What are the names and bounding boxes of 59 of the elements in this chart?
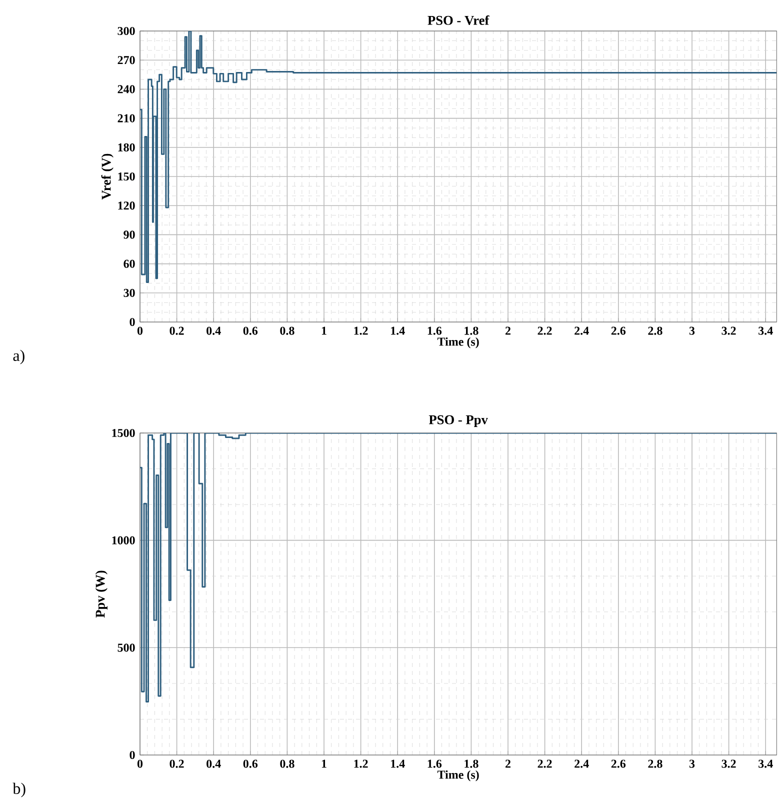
x-tick-label: 2.8 [648,760,662,768]
x-tick-label: 3.4 [758,760,773,768]
x-tick-label: 2.4 [574,760,589,768]
x-tick-label: 2.6 [611,326,626,335]
y-tick-label: 240 [118,85,135,94]
x-tick-label: 0 [137,326,143,335]
x-tick-label: 1.6 [428,326,442,335]
y-tick-label: 180 [118,143,135,152]
x-tick-label: 1 [322,760,326,768]
y-tick-label: 1000 [112,536,135,544]
x-tick-label: 1.6 [428,760,442,768]
x-tick-label: 0.6 [243,760,258,768]
x-tick-label: 3 [689,760,695,768]
chart-title: PSO - Vref [428,15,490,25]
y-tick-label: 0 [130,318,135,326]
x-tick-label: 0.2 [170,326,184,335]
x-tick-label: 3.4 [758,326,773,335]
x-tick-label: 1.8 [464,760,478,768]
x-tick-label: 1.8 [464,326,478,335]
x-tick-label: 0.8 [280,326,294,335]
chart-title: PSO - Ppv [428,415,488,427]
y-tick-label: 270 [118,56,135,64]
x-tick-label: 3.2 [722,760,736,768]
x-tick-label: 1 [322,326,326,335]
x-tick-label: 1.4 [391,326,405,335]
y-tick-label: 500 [118,644,135,652]
text: b) [12,782,26,798]
x-tick-label: 0.6 [243,326,258,335]
x-tick-label: 0 [137,760,143,768]
x-tick-label: 1.2 [354,760,368,768]
x-tick-label: 2 [506,326,510,335]
y-tick-label: 210 [118,114,135,122]
x-tick-label: 2.2 [538,326,552,335]
x-tick-label: 3 [689,326,695,335]
x-tick-label: 0.4 [206,326,221,335]
y-tick-label: 300 [118,26,135,36]
x-tick-label: 1.2 [354,326,368,335]
x-tick-label: 2.8 [648,326,662,335]
y-tick-label: 1500 [112,428,135,438]
x-tick-label: 2.2 [538,760,552,768]
y-axis-title: Vref (V) [101,154,114,200]
text: a) [13,350,24,364]
x-tick-label: 0.8 [280,760,294,768]
y-tick-label: 60 [124,260,135,268]
x-tick-label: 2.6 [611,760,626,768]
y-tick-label: 90 [124,230,135,239]
x-tick-label: 2 [506,760,510,768]
x-tick-label: 2.4 [574,326,589,335]
x-tick-label: 0.4 [206,760,221,768]
y-tick-label: 0 [130,750,135,760]
x-axis-title: Time (s) [437,337,479,348]
x-tick-label: 1.4 [391,760,405,768]
x-tick-label: 0.2 [170,760,184,768]
y-tick-label: 150 [118,172,135,181]
x-tick-label: 3.2 [722,326,736,335]
y-axis-title: Ppv (W) [95,570,108,618]
x-axis-title: Time (s) [437,770,479,782]
y-tick-label: 120 [118,202,135,210]
y-tick-label: 30 [124,288,135,297]
